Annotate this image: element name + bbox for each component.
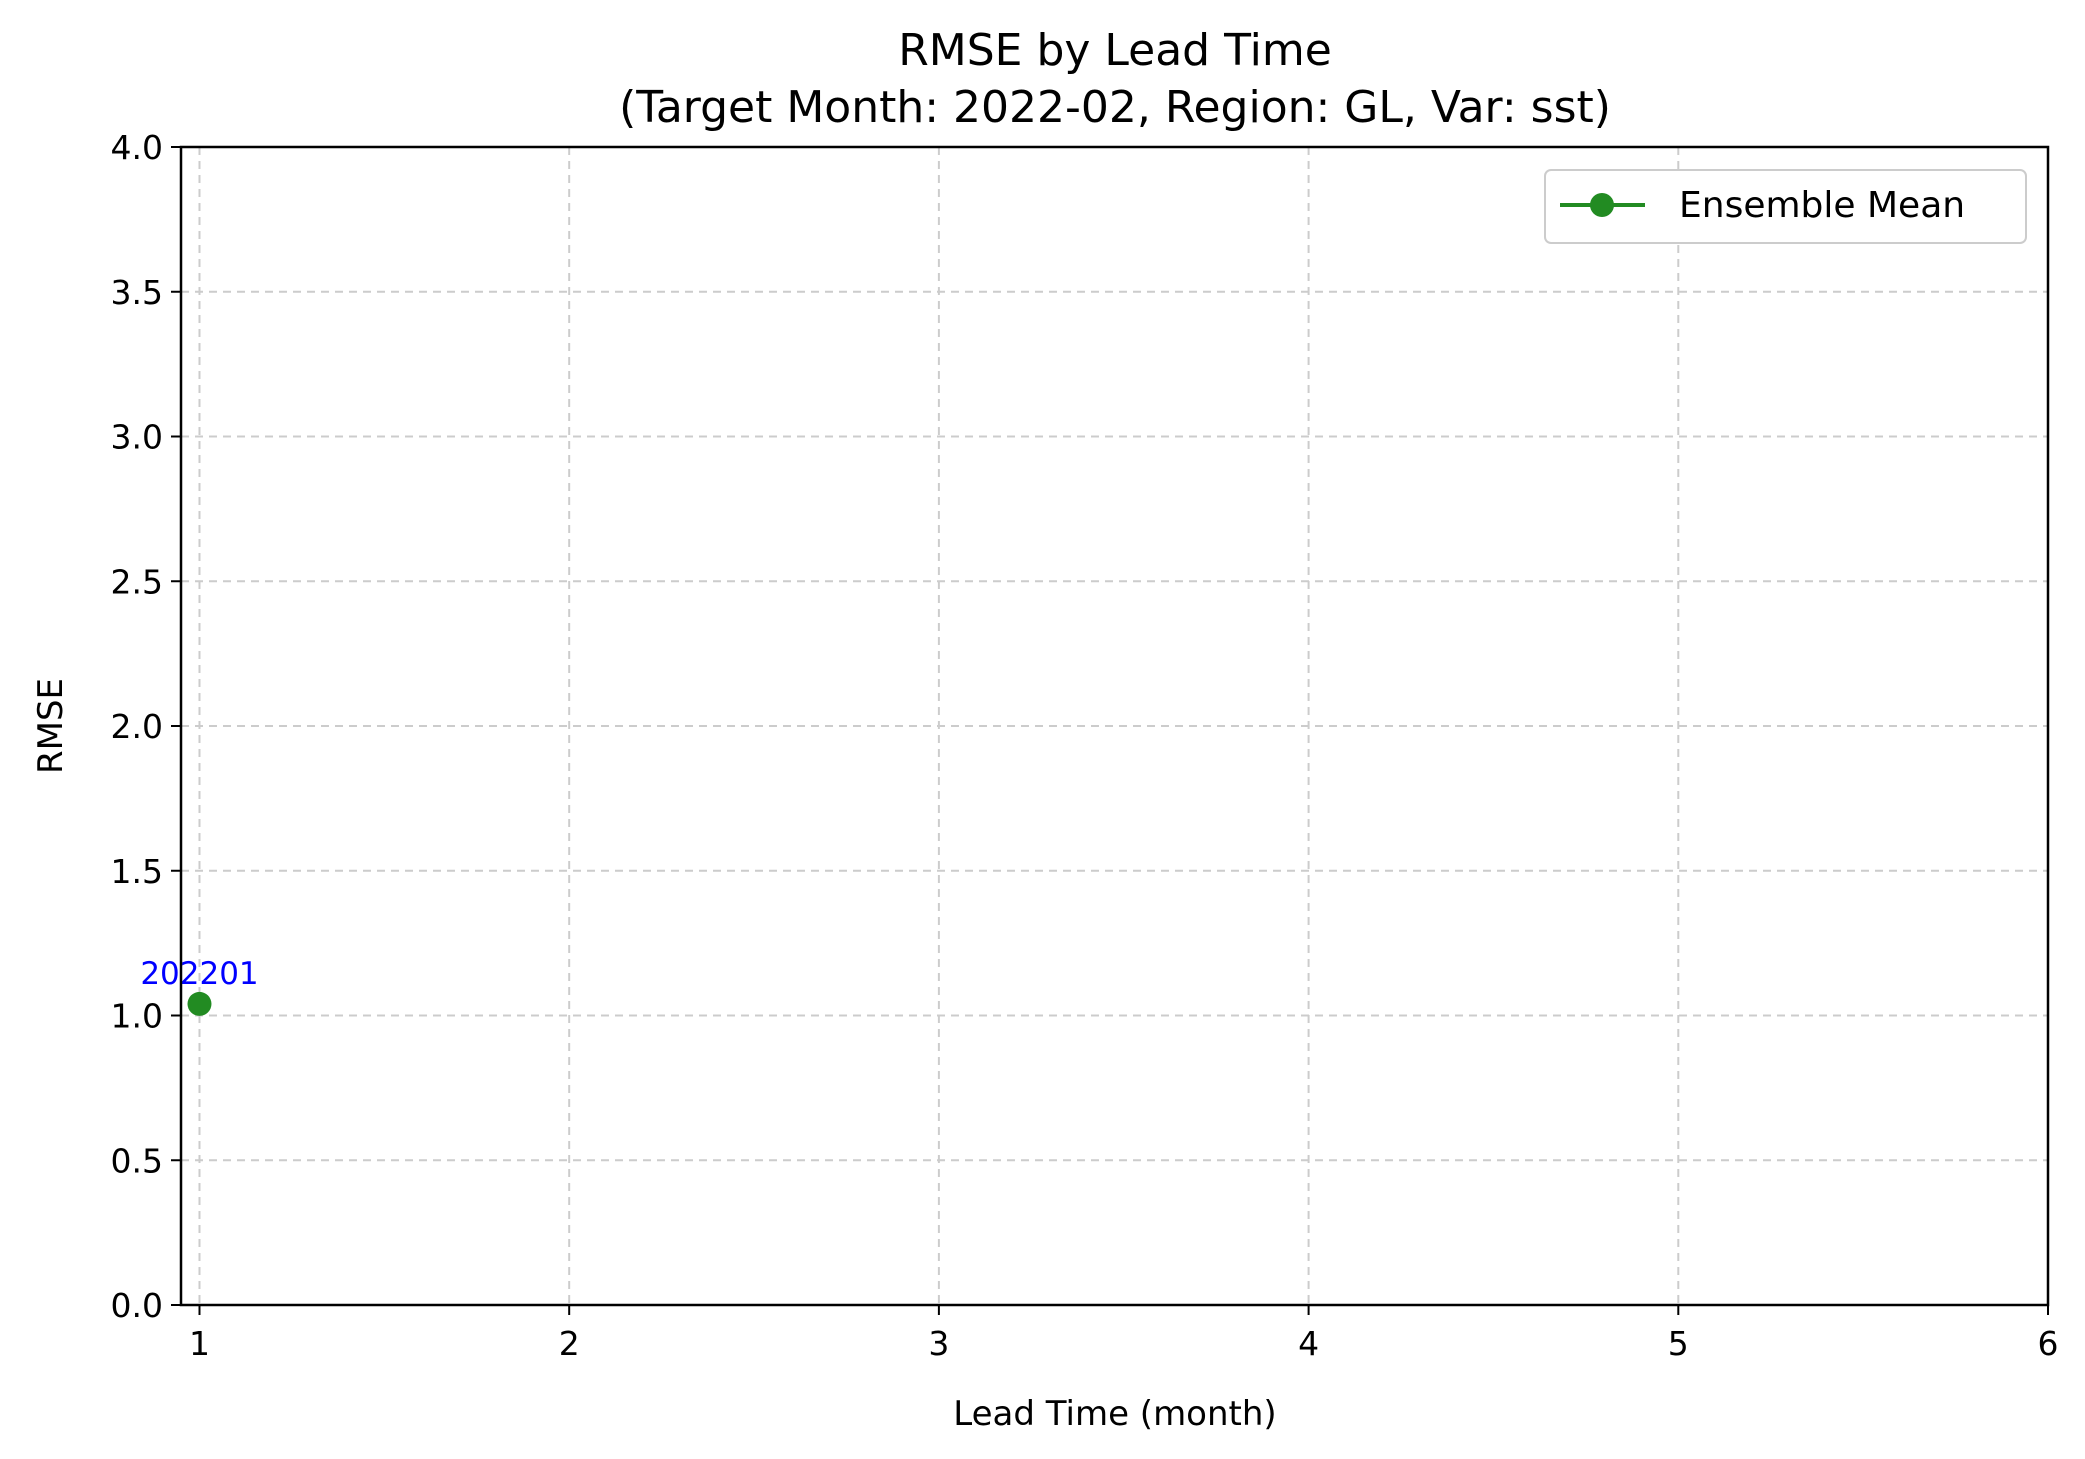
y-tick-label: 0.5 <box>111 1141 163 1180</box>
legend-frame <box>1544 169 2027 244</box>
x-tick-label: 1 <box>189 1324 210 1363</box>
data-point <box>187 991 212 1016</box>
legend: Ensemble Mean <box>1544 169 2027 244</box>
x-axis-label: Lead Time (month) <box>953 1394 1276 1434</box>
annotation-layer: 202201 <box>140 956 258 992</box>
x-axis-ticks: 1 2 3 4 5 6 <box>189 1305 2059 1363</box>
x-tick-label: 3 <box>928 1324 949 1363</box>
chart-title: RMSE by Lead Time <box>898 25 1332 76</box>
y-tick-label: 4.0 <box>111 128 163 167</box>
series-layer <box>187 991 212 1016</box>
x-tick-label: 6 <box>2038 1324 2059 1363</box>
x-tick-label: 2 <box>559 1324 580 1363</box>
y-axis-label: RMSE <box>31 678 71 774</box>
chart-subtitle: (Target Month: 2022-02, Region: GL, Var:… <box>619 82 1611 133</box>
point-annotation: 202201 <box>140 956 258 992</box>
y-tick-label: 0.0 <box>111 1286 163 1325</box>
y-tick-label: 1.0 <box>111 997 163 1036</box>
y-tick-label: 2.0 <box>111 707 163 746</box>
x-tick-label: 4 <box>1298 1324 1319 1363</box>
x-tick-label: 5 <box>1668 1324 1689 1363</box>
y-tick-label: 1.5 <box>111 852 163 891</box>
plot-frame <box>179 145 2050 1307</box>
y-tick-label: 3.5 <box>111 273 163 312</box>
y-tick-label: 2.5 <box>111 562 163 601</box>
y-axis-ticks: 0.0 0.5 1.0 1.5 2.0 2.5 3.0 3.5 4.0 <box>111 128 181 1325</box>
legend-marker <box>1590 193 1614 217</box>
y-tick-label: 3.0 <box>111 418 163 457</box>
legend-label: Ensemble Mean <box>1679 185 1965 226</box>
